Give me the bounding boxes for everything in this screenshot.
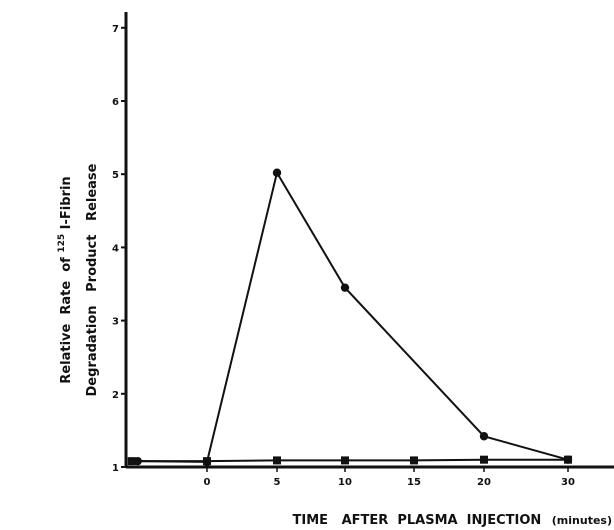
y-axis-title-line1: Relative Rate of 125 I-Fibrin [53, 176, 74, 383]
y-axis-title-superscript: 125 [57, 234, 67, 253]
y-tick-label: 6 [112, 97, 119, 108]
x-axis-title: TIME AFTER PLASMA INJECTION (minutes) [293, 513, 613, 528]
series-1-point [479, 432, 489, 441]
y-tick-label: 5 [112, 170, 119, 181]
series-2-point [127, 457, 136, 466]
series-1-point [340, 283, 350, 292]
series-2-line [131, 458, 568, 463]
series-2-point [203, 457, 211, 466]
y-axis-title-suffix: I-Fibrin [59, 176, 74, 229]
x-tick-label: 15 [407, 477, 421, 488]
axes [124, 12, 614, 469]
x-tick-label: 10 [338, 477, 352, 488]
y-tick-label: 1 [112, 463, 119, 474]
y-axis-title-prefix: Relative Rate of [59, 257, 74, 384]
series-layer [127, 168, 573, 467]
x-axis-title-unit: (minutes) [552, 514, 612, 527]
x-axis-title-main: TIME AFTER PLASMA INJECTION [293, 513, 542, 528]
y-tick-label: 2 [112, 390, 119, 401]
y-ticks: 1 2 3 4 5 6 7 [112, 24, 126, 474]
x-tick-label: 20 [477, 477, 491, 488]
y-tick-label: 4 [112, 243, 119, 254]
series-2-point [273, 456, 281, 465]
series-2-point [410, 456, 418, 465]
y-tick-label: 7 [112, 24, 119, 35]
series-1-point [272, 168, 282, 177]
series-2-point [341, 456, 349, 465]
y-axis-title-line2: Degradation Product Release [85, 163, 100, 396]
series-2-point [480, 455, 488, 464]
x-tick-label: 30 [561, 477, 575, 488]
series-2-point [564, 455, 572, 464]
x-tick-label: 5 [274, 477, 281, 488]
x-ticks: 0 5 10 15 20 30 [204, 467, 575, 488]
series-1-line [137, 171, 569, 463]
y-tick-label: 3 [112, 317, 119, 328]
x-tick-label: 0 [204, 477, 211, 488]
